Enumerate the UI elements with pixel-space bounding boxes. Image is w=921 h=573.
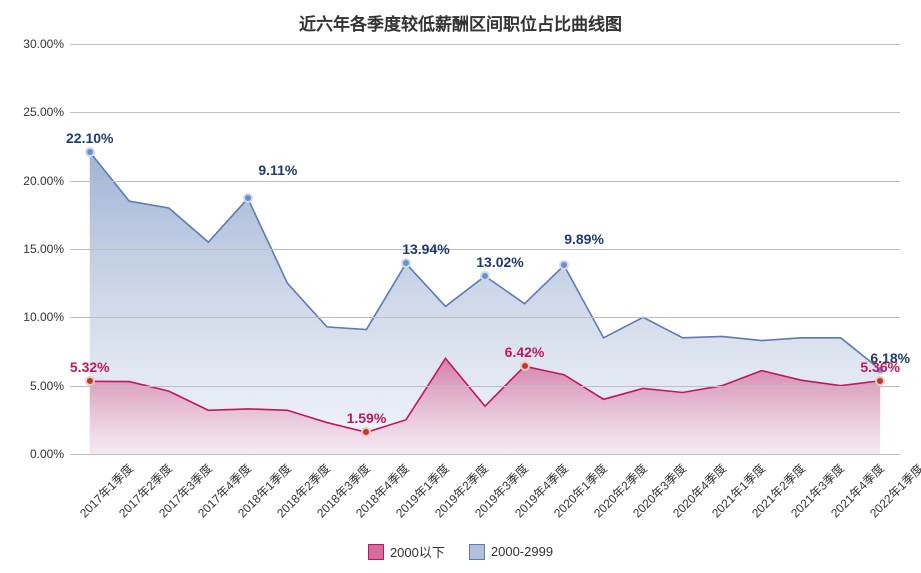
data-label: 5.32% xyxy=(70,359,110,375)
grid-line xyxy=(70,249,900,250)
data-label: 9.11% xyxy=(258,162,297,178)
data-marker xyxy=(361,427,371,437)
grid-line xyxy=(70,454,900,455)
y-axis-label: 5.00% xyxy=(30,379,64,393)
chart-container: 近六年各季度较低薪酬区间职位占比曲线图 0.00%5.00%10.00%15.0… xyxy=(0,0,921,573)
y-axis-label: 10.00% xyxy=(23,310,64,324)
legend: 2000以下 2000-2999 xyxy=(0,542,921,561)
data-label: 6.42% xyxy=(505,344,545,360)
data-label: 13.02% xyxy=(476,254,523,270)
legend-item: 2000以下 xyxy=(368,542,445,561)
grid-line xyxy=(70,317,900,318)
chart-title: 近六年各季度较低薪酬区间职位占比曲线图 xyxy=(0,10,921,35)
grid-line xyxy=(70,386,900,387)
data-marker xyxy=(85,376,95,386)
y-axis-label: 30.00% xyxy=(23,37,64,51)
data-marker xyxy=(875,376,885,386)
data-label: 13.94% xyxy=(402,241,449,257)
data-marker xyxy=(480,271,490,281)
data-marker xyxy=(85,147,95,157)
legend-label: 2000-2999 xyxy=(491,544,553,559)
data-label: 9.89% xyxy=(564,231,604,247)
legend-item: 2000-2999 xyxy=(469,544,553,560)
data-label: 22.10% xyxy=(66,130,113,146)
y-axis-label: 25.00% xyxy=(23,105,64,119)
y-axis-label: 0.00% xyxy=(30,447,64,461)
data-marker xyxy=(401,258,411,268)
y-axis-label: 15.00% xyxy=(23,242,64,256)
data-marker xyxy=(520,361,530,371)
grid-line xyxy=(70,112,900,113)
y-axis-label: 20.00% xyxy=(23,174,64,188)
plot-area: 0.00%5.00%10.00%15.00%20.00%25.00%30.00%… xyxy=(70,44,900,454)
legend-swatch xyxy=(368,544,384,560)
legend-label: 2000以下 xyxy=(390,542,445,561)
grid-line xyxy=(70,181,900,182)
data-label: 5.36% xyxy=(860,359,900,375)
data-marker xyxy=(243,193,253,203)
grid-line xyxy=(70,44,900,45)
data-label: 1.59% xyxy=(347,410,387,426)
legend-swatch xyxy=(469,544,485,560)
data-marker xyxy=(559,260,569,270)
